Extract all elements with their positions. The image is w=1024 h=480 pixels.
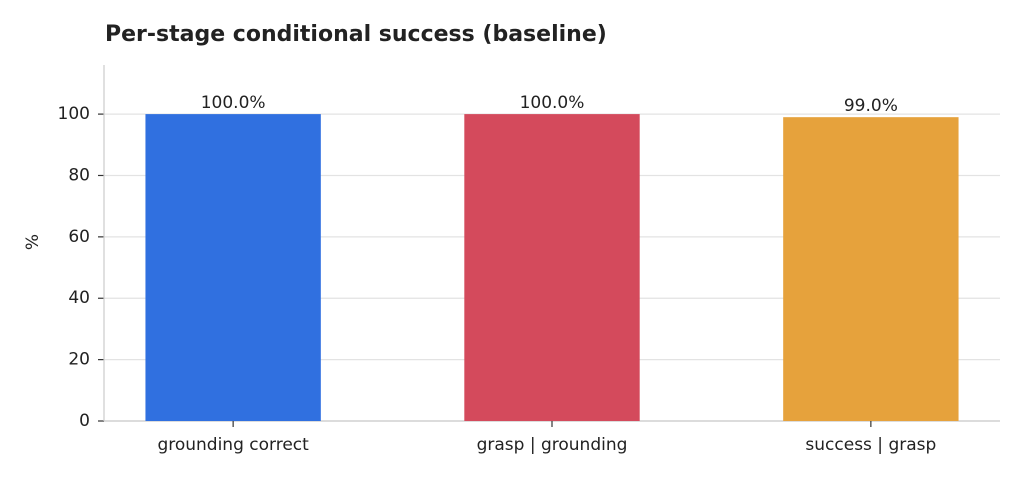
value-label: 99.0% bbox=[844, 96, 898, 116]
value-label: 100.0% bbox=[201, 93, 266, 113]
y-tick-label: 0 bbox=[79, 411, 90, 431]
x-tick-label: grasp | grounding bbox=[477, 435, 628, 455]
y-tick-label: 40 bbox=[68, 288, 90, 308]
value-label: 100.0% bbox=[520, 93, 585, 113]
bar bbox=[464, 114, 640, 421]
x-tick-label: grounding correct bbox=[157, 435, 309, 455]
bar bbox=[145, 114, 321, 421]
y-axis-label: % bbox=[23, 234, 43, 250]
x-tick-label: success | grasp bbox=[805, 435, 936, 455]
y-tick-label: 60 bbox=[68, 227, 90, 247]
y-tick-label: 100 bbox=[58, 104, 90, 124]
y-tick-label: 20 bbox=[68, 350, 90, 370]
y-tick-label: 80 bbox=[68, 165, 90, 185]
chart-title: Per-stage conditional success (baseline) bbox=[105, 22, 607, 47]
bar bbox=[783, 117, 959, 421]
